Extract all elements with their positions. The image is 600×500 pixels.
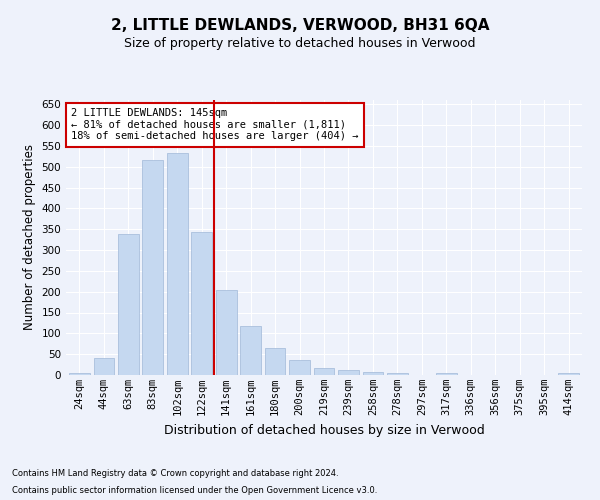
Bar — [387, 373, 408, 375]
Text: Contains public sector information licensed under the Open Government Licence v3: Contains public sector information licen… — [12, 486, 377, 495]
Text: Size of property relative to detached houses in Verwood: Size of property relative to detached ho… — [124, 38, 476, 51]
Bar — [191, 232, 212, 375]
X-axis label: Distribution of detached houses by size in Verwood: Distribution of detached houses by size … — [164, 424, 484, 436]
Bar — [436, 373, 457, 375]
Bar — [362, 372, 383, 375]
Text: 2 LITTLE DEWLANDS: 145sqm
← 81% of detached houses are smaller (1,811)
18% of se: 2 LITTLE DEWLANDS: 145sqm ← 81% of detac… — [71, 108, 359, 142]
Bar — [142, 160, 163, 375]
Bar — [118, 234, 139, 375]
Bar — [314, 368, 334, 375]
Text: Contains HM Land Registry data © Crown copyright and database right 2024.: Contains HM Land Registry data © Crown c… — [12, 468, 338, 477]
Y-axis label: Number of detached properties: Number of detached properties — [23, 144, 36, 330]
Bar — [240, 326, 261, 375]
Bar — [558, 374, 579, 375]
Bar — [338, 370, 359, 375]
Bar — [216, 290, 236, 375]
Bar — [289, 360, 310, 375]
Bar — [265, 348, 286, 375]
Bar — [94, 358, 114, 375]
Bar — [69, 373, 90, 375]
Bar — [167, 152, 188, 375]
Text: 2, LITTLE DEWLANDS, VERWOOD, BH31 6QA: 2, LITTLE DEWLANDS, VERWOOD, BH31 6QA — [111, 18, 489, 32]
